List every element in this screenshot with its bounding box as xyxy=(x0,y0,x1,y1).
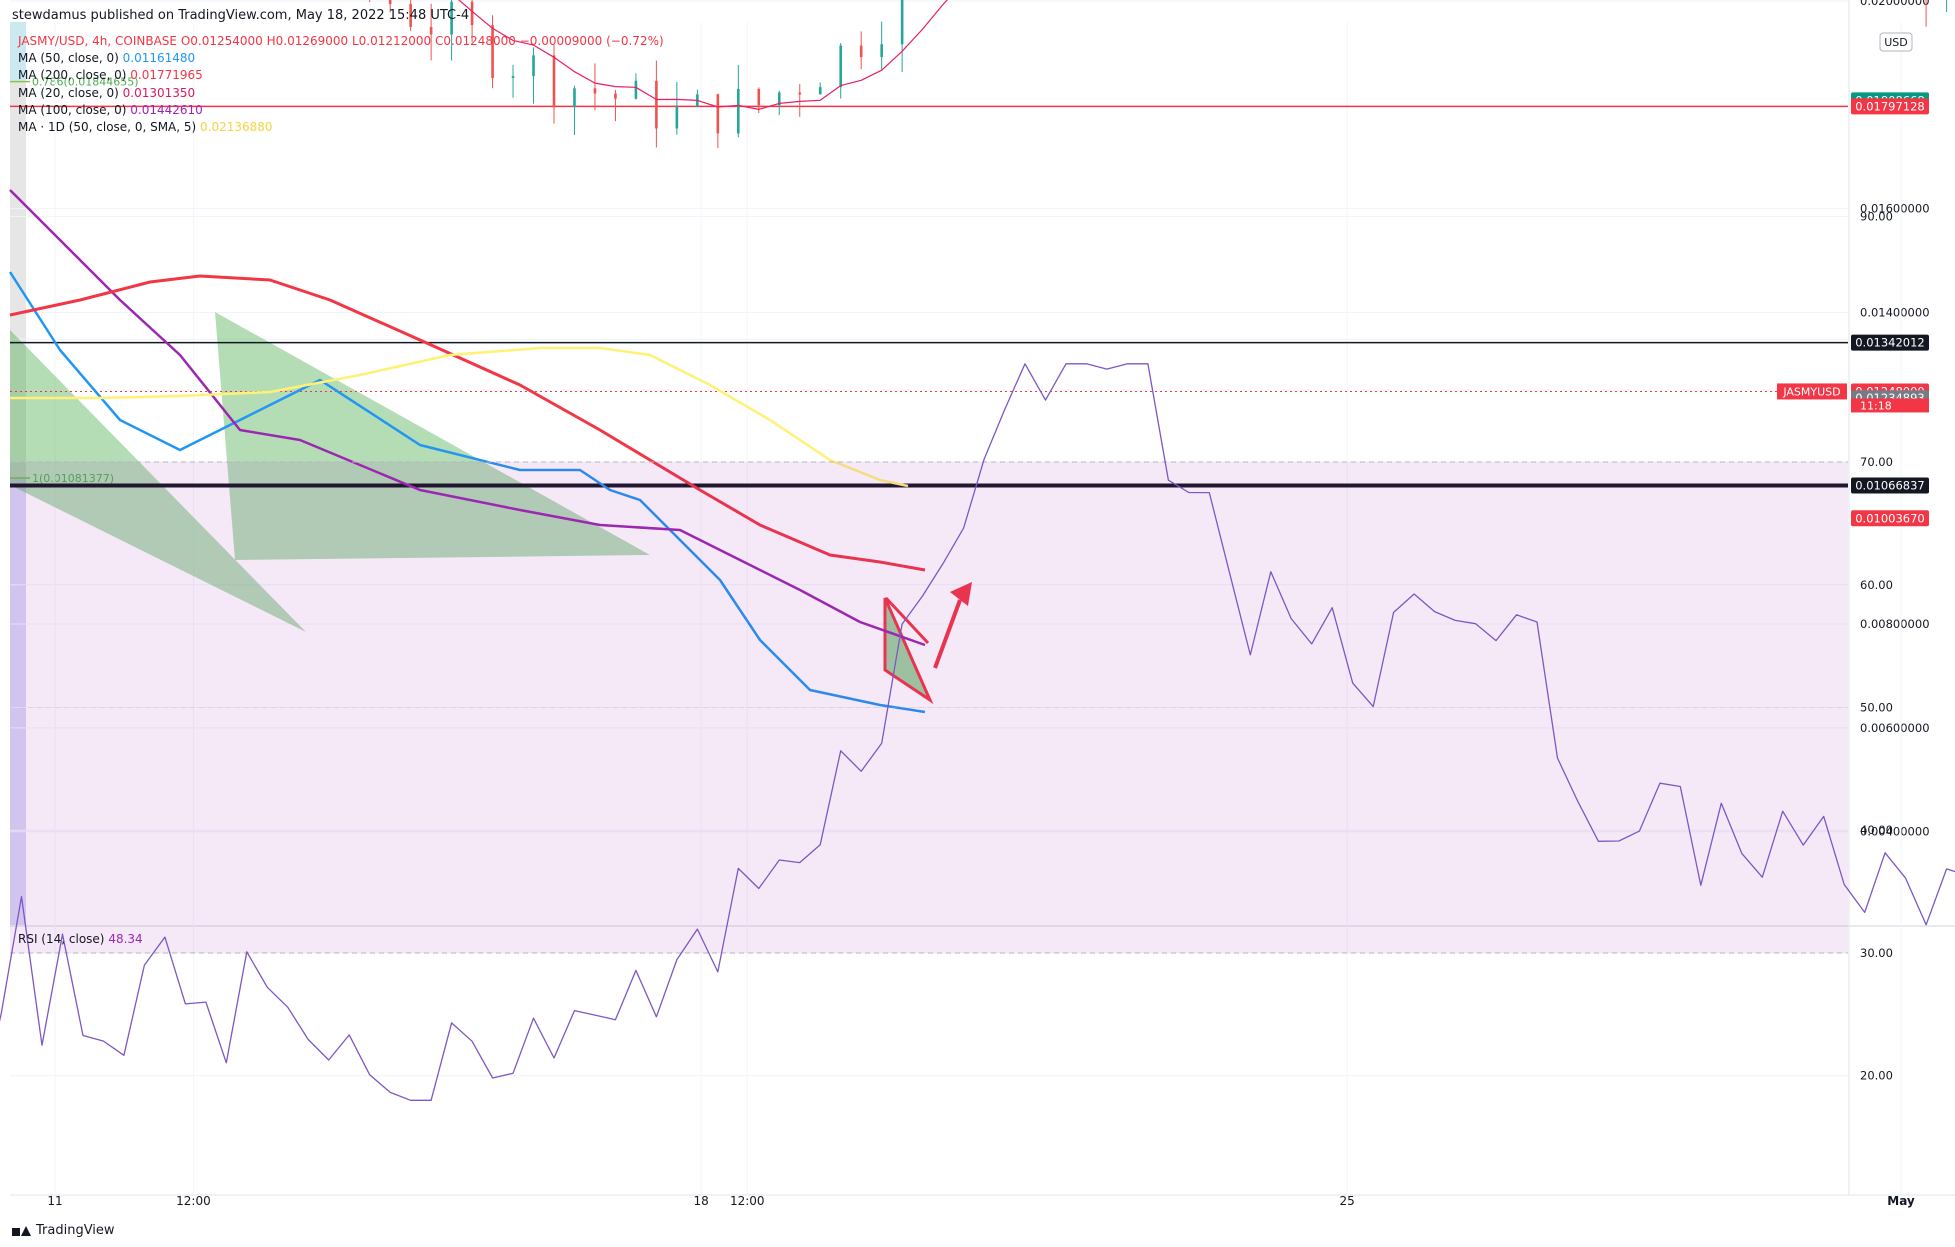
footer-brand: TradingView xyxy=(12,1223,115,1238)
price-axis-label-text: 0.01342012 xyxy=(1855,336,1925,350)
wedge-pattern-drawing xyxy=(883,597,934,705)
candle-body xyxy=(532,55,535,77)
rsi-tick-label: 20.00 xyxy=(1860,1069,1893,1083)
ma200-line xyxy=(9,274,926,572)
candle-body xyxy=(429,26,433,35)
ma1d-legend[interactable]: MA · 1D (50, close, 0, SMA, 5) 0.0213688… xyxy=(18,120,273,135)
ma20-legend[interactable]: MA (20, close, 0) 0.01301350 xyxy=(18,85,196,100)
wedge-pattern-drawing xyxy=(215,312,650,560)
time-tick-label: 12:00 xyxy=(730,1194,765,1208)
time-tick-label: 11 xyxy=(47,1194,62,1208)
ma200-legend[interactable]: MA (200, close, 0) 0.01771965 xyxy=(18,68,203,83)
countdown-bg xyxy=(1851,398,1929,413)
price-axis-label-text: 0.01066837 xyxy=(1855,478,1925,492)
time-tick-label: 12:00 xyxy=(176,1194,211,1208)
wedge-upper-trendline xyxy=(884,596,930,645)
ma50-legend[interactable]: MA (50, close, 0) 0.01161480 xyxy=(18,51,196,66)
candle-body xyxy=(757,88,761,106)
price-tick-label: 0.00600000 xyxy=(1860,721,1930,735)
fib-level-label: 0.786(0.01844655) xyxy=(32,76,139,89)
fib-strip-segment xyxy=(10,81,26,478)
fib-strip-segment xyxy=(10,22,26,82)
ma100-line xyxy=(9,189,926,647)
price-tick-label: 0.02000000 xyxy=(1860,0,1930,8)
ma20-line xyxy=(458,0,948,110)
price-axis-label: 0.01797128 xyxy=(1851,98,1929,115)
price-axis-label-bg xyxy=(1851,98,1929,115)
candle-body xyxy=(716,94,720,134)
tradingview-logo-icon xyxy=(12,1225,31,1236)
candle-body xyxy=(470,1,474,26)
ma1d-line xyxy=(10,346,909,488)
rsi-tick-label: 30.00 xyxy=(1860,946,1893,960)
symbol-tag-bg xyxy=(1777,383,1847,400)
candle-body xyxy=(634,80,638,99)
price-tick-label: 0.01400000 xyxy=(1860,306,1930,320)
price-axis-label: 0.01066837 xyxy=(1851,477,1929,494)
currency-button-bg xyxy=(1879,32,1913,52)
price-axis-label-text: 0.01003670 xyxy=(1855,511,1925,525)
rsi-legend[interactable]: RSI (14, close) 48.34 xyxy=(18,932,143,946)
price-tick-label: 0.01600000 xyxy=(1860,202,1930,216)
time-tick-label: May xyxy=(1887,1194,1915,1208)
breakout-arrow-shaft xyxy=(933,599,962,669)
time-tick-label: 25 xyxy=(1340,1194,1355,1208)
ohlc-legend: JASMY/USD, 4h, COINBASE O0.01254000 H0.0… xyxy=(18,34,664,48)
candle-body xyxy=(450,1,453,35)
rsi-tick-label: 50.00 xyxy=(1860,701,1893,715)
candle-body xyxy=(491,25,494,78)
candle-body xyxy=(552,55,556,108)
price-axis-label-bg xyxy=(1851,334,1929,351)
rsi-tick-label: 60.00 xyxy=(1860,578,1893,592)
candle-body xyxy=(655,80,658,129)
price-axis-label-bg xyxy=(1851,477,1929,494)
ma100-legend[interactable]: MA (100, close, 0) 0.01442610 xyxy=(18,102,203,117)
candle-body xyxy=(839,45,843,88)
currency-button-label: USD xyxy=(1884,36,1908,49)
fib-level-label: 1(0.01081377) xyxy=(32,472,114,485)
candle-body xyxy=(880,44,883,58)
breakout-arrow-head-icon xyxy=(950,582,972,606)
ma50-line xyxy=(8,271,926,714)
candle-body xyxy=(573,88,576,108)
rsi-tick-label: 70.00 xyxy=(1860,455,1893,469)
price-tick-label: 0.00400000 xyxy=(1860,825,1930,839)
rsi-line xyxy=(0,363,1955,1101)
candle-body xyxy=(859,45,863,58)
candle-body xyxy=(737,88,740,134)
candle-body xyxy=(818,87,822,95)
candle-body xyxy=(593,88,597,94)
candle-body xyxy=(614,93,617,99)
wedge-pattern-drawing xyxy=(10,330,306,632)
indicator-legend: JASMY/USD, 4h, COINBASE O0.01254000 H0.0… xyxy=(18,33,664,136)
symbol-tag-label: JASMYUSD xyxy=(1782,385,1840,398)
price-tick-label: 0.00800000 xyxy=(1860,617,1930,631)
price-axis-label-text: 0.01797128 xyxy=(1855,99,1925,113)
candle-body xyxy=(388,0,392,5)
candles-group xyxy=(369,0,1948,148)
price-axis-label: 0.01342012 xyxy=(1851,334,1929,351)
time-tick-label: 18 xyxy=(693,1194,708,1208)
candle-body xyxy=(511,76,515,78)
rsi-tick-label: 90.00 xyxy=(1860,210,1893,224)
price-axis-label-bg xyxy=(1851,510,1929,527)
countdown-label: 11:18 xyxy=(1860,399,1892,412)
price-axis-label: 0.01003670 xyxy=(1851,510,1929,527)
candle-body xyxy=(900,0,904,45)
published-header: stewdamus published on TradingView.com, … xyxy=(12,8,470,23)
candle-body xyxy=(798,92,802,95)
fib-strip-segment xyxy=(10,477,26,925)
rsi-tick-label: 40.00 xyxy=(1860,823,1893,837)
candle-body xyxy=(675,106,679,129)
candle-body xyxy=(777,92,781,106)
candle-body xyxy=(409,4,412,27)
